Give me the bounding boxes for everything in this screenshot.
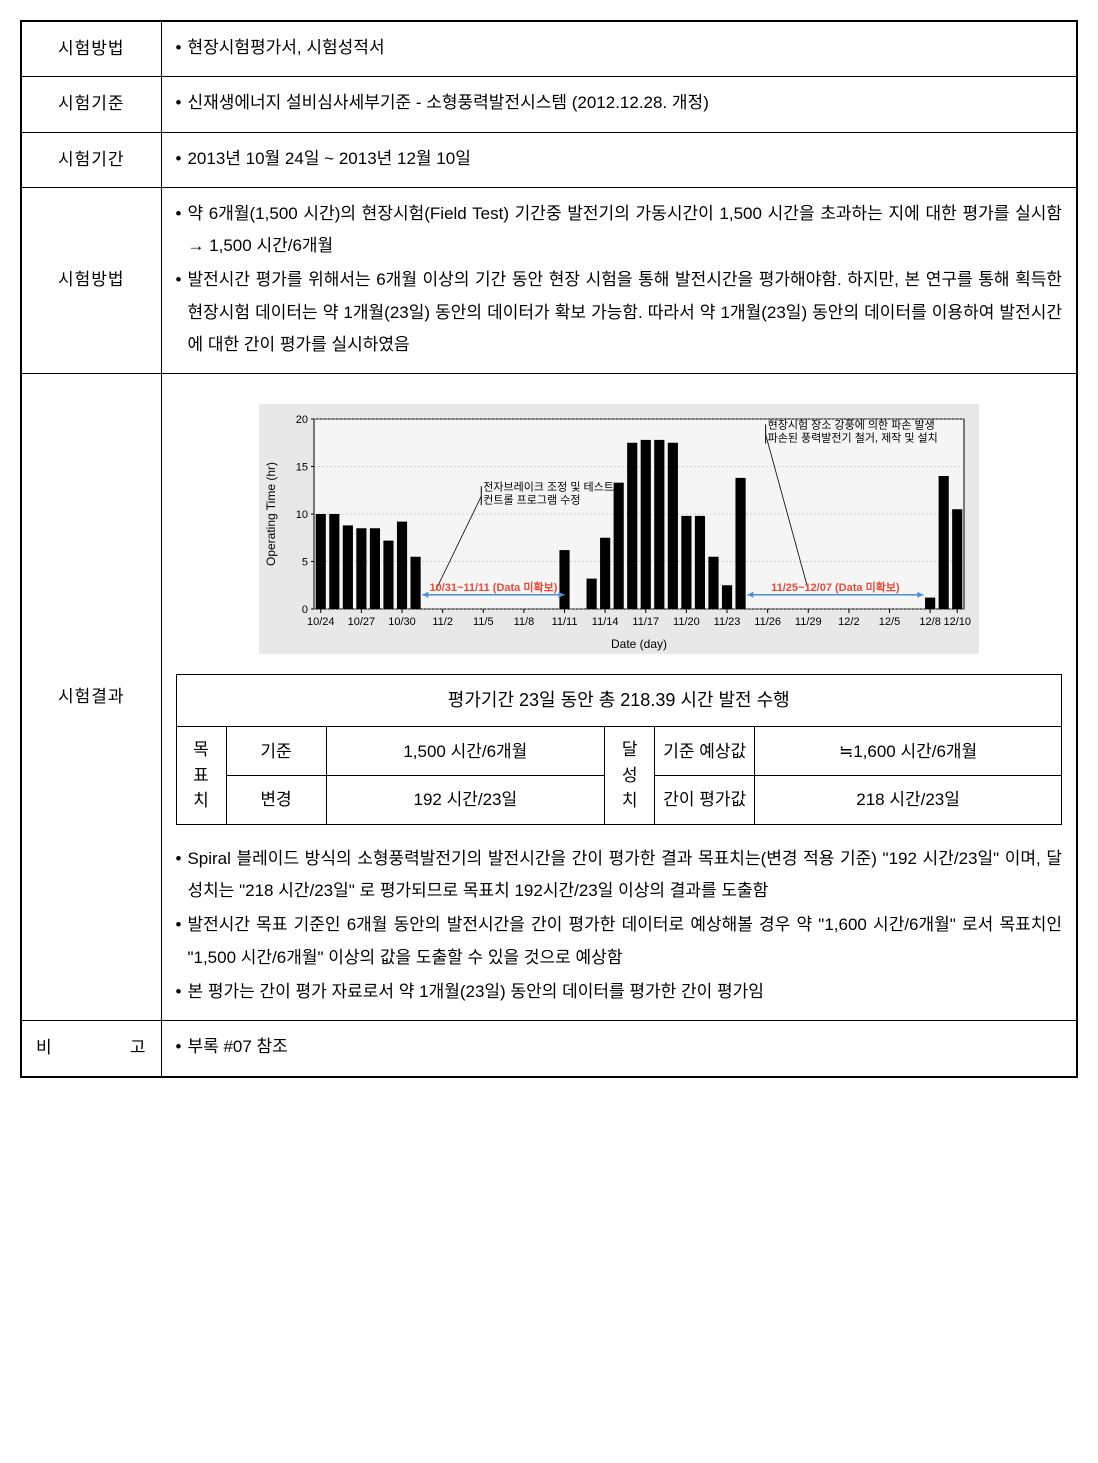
bar-chart-svg: 0 5 10 15 20 10/24 10/27 10/30 11/2 11/5 11/8 11/11…	[259, 404, 979, 654]
bullet-text: Spiral 블레이드 방식의 소형풍력발전기의 발전시간을 간이 평가한 결과…	[187, 843, 1062, 908]
svg-text:컨트롤 프로그램 수정: 컨트롤 프로그램 수정	[483, 494, 580, 507]
svg-text:11/8: 11/8	[513, 616, 534, 628]
label-method-2: 시험방법	[21, 187, 161, 373]
svg-text:20: 20	[296, 414, 308, 426]
svg-text:11/29: 11/29	[795, 616, 822, 628]
content-method-1: 현장시험평가서, 시험성적서	[161, 21, 1077, 77]
row-test-method-1: 시험방법 현장시험평가서, 시험성적서	[21, 21, 1077, 77]
cell-r1c3: 기준 예상값	[655, 727, 755, 776]
label-note: 비 고	[21, 1021, 161, 1077]
svg-text:11/14: 11/14	[592, 616, 619, 628]
target-label: 목표치	[176, 727, 226, 825]
main-report-table: 시험방법 현장시험평가서, 시험성적서 시험기준 신재생에너지 설비심사세부기준…	[20, 20, 1078, 1078]
svg-text:10: 10	[296, 509, 308, 521]
achieve-label: 달성치	[605, 727, 655, 825]
svg-text:5: 5	[302, 557, 308, 569]
svg-text:11/17: 11/17	[632, 616, 659, 628]
svg-text:11/26: 11/26	[754, 616, 781, 628]
svg-text:Operating Time (hr): Operating Time (hr)	[264, 462, 278, 566]
row-note: 비 고 부록 #07 참조	[21, 1021, 1077, 1077]
inner-table-header: 평가기간 23일 동안 총 218.39 시간 발전 수행	[176, 675, 1062, 727]
cell-r1c4: ≒1,600 시간/6개월	[755, 727, 1062, 776]
label-method-1: 시험방법	[21, 21, 161, 77]
row-test-method-2: 시험방법 약 6개월(1,500 시간)의 현장시험(Field Test) 기…	[21, 187, 1077, 373]
svg-text:12/10: 12/10	[943, 616, 971, 628]
label-period: 시험기간	[21, 132, 161, 187]
svg-text:10/30: 10/30	[388, 616, 416, 628]
content-period: 2013년 10월 24일 ~ 2013년 12월 10일	[161, 132, 1077, 187]
method2-bullet-list: 약 6개월(1,500 시간)의 현장시험(Field Test) 기간중 발전…	[176, 198, 1063, 361]
bullet-text: 본 평가는 간이 평가 자료로서 약 1개월(23일) 동안의 데이터를 평가한…	[187, 976, 1062, 1008]
svg-text:0: 0	[302, 604, 308, 616]
row-test-standard: 시험기준 신재생에너지 설비심사세부기준 - 소형풍력발전시스템 (2012.1…	[21, 77, 1077, 132]
svg-text:12/2: 12/2	[838, 616, 859, 628]
cell-r1c2: 1,500 시간/6개월	[326, 727, 605, 776]
svg-text:파손된 풍력발전기 철거, 제작 및 설치: 파손된 풍력발전기 철거, 제작 및 설치	[767, 432, 937, 445]
svg-text:10/27: 10/27	[347, 616, 375, 628]
svg-text:11/5: 11/5	[473, 616, 494, 628]
svg-text:11/23: 11/23	[713, 616, 740, 628]
bullet-text: 발전시간 평가를 위해서는 6개월 이상의 기간 동안 현장 시험을 통해 발전…	[187, 264, 1062, 361]
svg-text:10/31~11/11 (Data 미확보): 10/31~11/11 (Data 미확보)	[429, 580, 557, 594]
content-note: 부록 #07 참조	[161, 1021, 1077, 1077]
svg-text:11/20: 11/20	[673, 616, 700, 628]
svg-text:11/2: 11/2	[432, 616, 453, 628]
cell-r2c1: 변경	[226, 776, 326, 825]
svg-text:10/24: 10/24	[307, 616, 335, 628]
label-result: 시험결과	[21, 374, 161, 1021]
cell-r2c4: 218 시간/23일	[755, 776, 1062, 825]
svg-text:11/25~12/07 (Data 미확보): 11/25~12/07 (Data 미확보)	[771, 580, 900, 594]
bullet-text: 발전시간 목표 기준인 6개월 동안의 발전시간을 간이 평가한 데이터로 예상…	[187, 909, 1062, 974]
svg-text:12/5: 12/5	[879, 616, 900, 628]
row-test-result: 시험결과 0 5 10 15 20 10/24 10/27 10/30 11/2 11/5 11/8…	[21, 374, 1077, 1021]
content-standard: 신재생에너지 설비심사세부기준 - 소형풍력발전시스템 (2012.12.28.…	[161, 77, 1077, 132]
label-standard: 시험기준	[21, 77, 161, 132]
svg-text:15: 15	[296, 462, 308, 474]
svg-text:현장시험 장소 강풍에 의한 파손 발생: 현장시험 장소 강풍에 의한 파손 발생	[767, 419, 934, 432]
content-method-2: 약 6개월(1,500 시간)의 현장시험(Field Test) 기간중 발전…	[161, 187, 1077, 373]
row-test-period: 시험기간 2013년 10월 24일 ~ 2013년 12월 10일	[21, 132, 1077, 187]
cell-r2c3: 간이 평가값	[655, 776, 755, 825]
content-result: 0 5 10 15 20 10/24 10/27 10/30 11/2 11/5 11/8 11/11…	[161, 374, 1077, 1021]
result-bullet-list: Spiral 블레이드 방식의 소형풍력발전기의 발전시간을 간이 평가한 결과…	[176, 843, 1063, 1008]
result-summary-table: 평가기간 23일 동안 총 218.39 시간 발전 수행 목표치 기준 1,5…	[176, 674, 1063, 825]
svg-text:Date (day): Date (day)	[611, 637, 667, 651]
svg-text:11/11: 11/11	[551, 616, 577, 628]
cell-r1c1: 기준	[226, 727, 326, 776]
svg-text:전자브레이크 조정 및 테스트: 전자브레이크 조정 및 테스트	[483, 481, 614, 494]
bullet-text: 약 6개월(1,500 시간)의 현장시험(Field Test) 기간중 발전…	[187, 198, 1062, 263]
svg-text:12/8: 12/8	[919, 616, 940, 628]
cell-r2c2: 192 시간/23일	[326, 776, 605, 825]
operating-time-chart: 0 5 10 15 20 10/24 10/27 10/30 11/2 11/5 11/8 11/11…	[259, 404, 979, 654]
